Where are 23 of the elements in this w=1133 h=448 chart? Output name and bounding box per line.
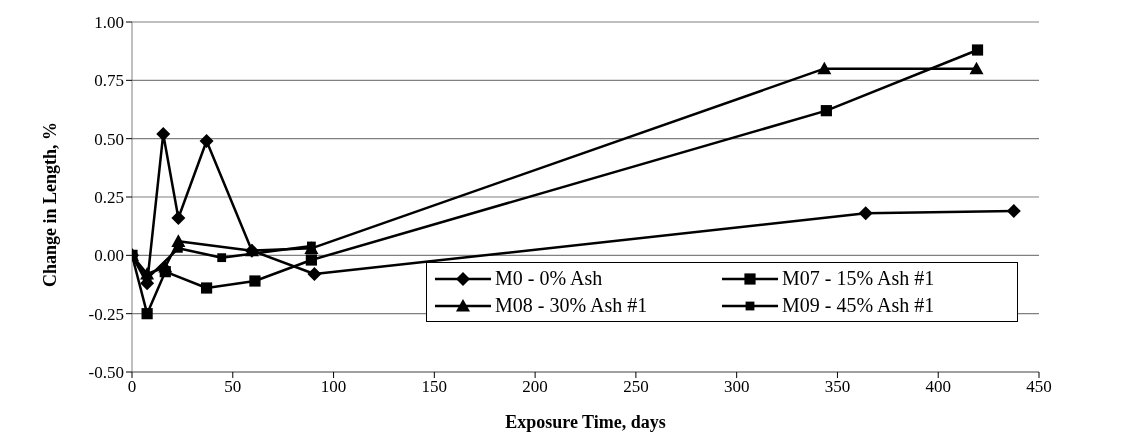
x-tick-label: 100	[320, 377, 347, 397]
x-tick-label: 50	[224, 377, 242, 397]
legend-label: M08 - 30% Ash #1	[495, 294, 648, 317]
y-tick-label: 0.50	[94, 129, 124, 149]
x-tick-label: 400	[925, 377, 951, 397]
y-tick-label: 0.25	[94, 188, 124, 208]
x-tick-label: 350	[824, 377, 851, 397]
legend-label: M0 - 0% Ash	[495, 267, 603, 290]
y-tick-label: -0.50	[88, 363, 124, 383]
y-tick-label: 0.75	[94, 71, 124, 91]
x-tick-label: 200	[522, 377, 548, 397]
legend-label: M07 - 15% Ash #1	[782, 267, 935, 290]
x-tick-label: 450	[1026, 377, 1052, 397]
x-tick-label: 0	[127, 377, 137, 397]
y-tick-label: -0.25	[88, 304, 124, 324]
y-tick-label: 0.00	[94, 246, 124, 266]
legend-label: M09 - 45% Ash #1	[782, 294, 935, 317]
x-tick-label: 250	[623, 377, 649, 397]
x-axis-title: Exposure Time, days	[505, 412, 666, 432]
x-tick-label: 150	[421, 377, 448, 397]
y-axis-title: Change in Length, %	[40, 121, 61, 287]
x-tick-label: 300	[723, 377, 750, 397]
y-tick-label: 1.00	[94, 13, 124, 33]
